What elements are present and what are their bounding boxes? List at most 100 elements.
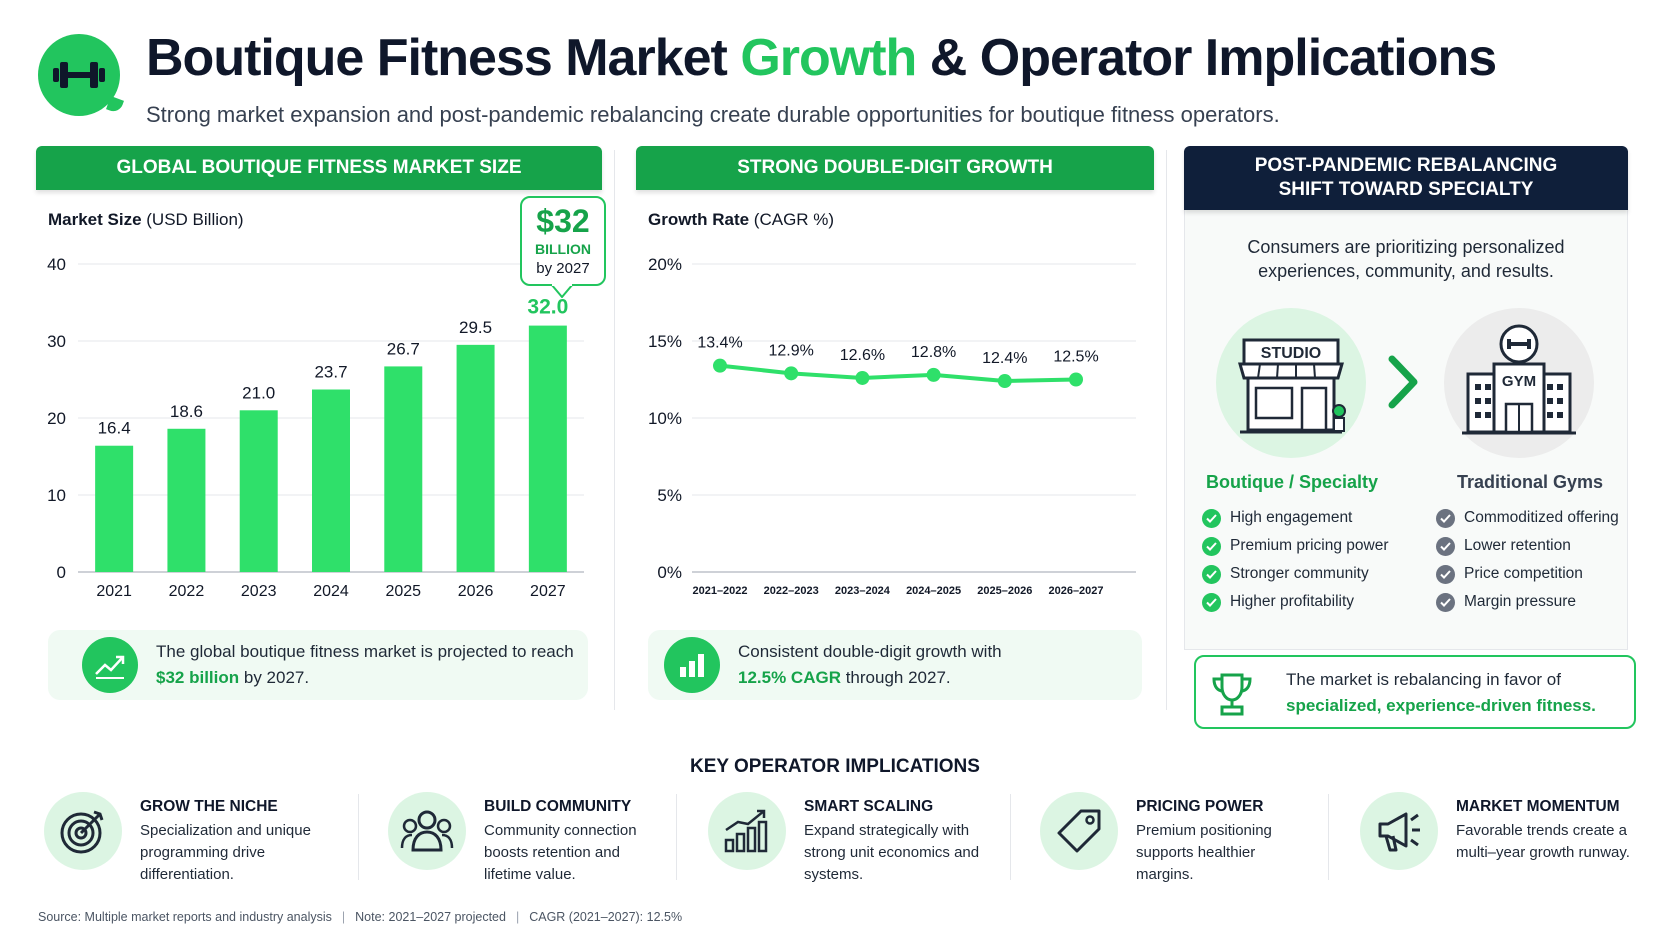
studio-circle: STUDIO [1216,308,1366,458]
implication-desc: Expand strategically with strong unit ec… [804,822,980,883]
series-line [719,363,1077,384]
point-value-label: 13.4% [697,335,742,352]
callout-bars-icon-wrap [664,637,720,693]
rebalance-callout-highlight: specialized, experience-driven fitness. [1286,696,1596,715]
gym-item-label: Margin pressure [1464,593,1576,610]
point-value-label: 12.5% [1053,349,1098,366]
badge-unit: BILLION [535,241,591,257]
growth-chart-icon [724,809,768,853]
divider [1328,794,1329,880]
gym-item-label: Price competition [1464,565,1583,582]
badge-pointer [551,284,575,298]
growth-axis-title-bold: Growth Rate [648,210,750,229]
footer-source: Source: Multiple market reports and indu… [38,910,332,924]
gym-circle: GYM [1444,308,1594,458]
implication-title: SMART SCALING [804,798,934,815]
page-title: Boutique Fitness Market Growth & Operato… [146,28,1497,88]
studio-storefront-icon: STUDIO [1238,338,1346,434]
check-icon [1436,564,1455,584]
growth-callout-highlight: 12.5% CAGR [738,668,841,687]
growth-chart-icon-wrap [708,792,786,870]
growth-callout-line1: Consistent double-digit growth with [738,642,1002,661]
dumbbell-icon [53,62,105,88]
page-subtitle: Strong market expansion and post-pandemi… [146,102,1280,127]
growth-callout-text: Consistent double-digit growth with 12.5… [738,639,1138,691]
implication-title: GROW THE NICHE [140,798,278,815]
bar-value-label: 16.4 [98,419,131,438]
bar-value-label: 21.0 [242,383,275,402]
rebalance-panel-header: POST-PANDEMIC REBALANCING SHIFT TOWARD S… [1184,146,1628,210]
footer-separator: | [515,910,520,924]
market-axis-title-bold: Market Size [48,210,142,229]
x-tick-label: 2026 [458,583,494,600]
gym-item-label: Lower retention [1464,537,1571,554]
boutique-item-label: Higher profitability [1230,593,1355,610]
callout-chart-icon-wrap [82,637,138,693]
bar [312,389,350,572]
rebalance-callout-card: The market is rebalancing in favor of sp… [1194,655,1636,729]
list-item: Stronger community [1202,560,1389,588]
market-panel-header: GLOBAL BOUTIQUE FITNESS MARKET SIZE [36,146,602,190]
list-item: Commoditized offering [1436,504,1619,532]
bar [528,325,567,572]
trophy-icon [1212,673,1252,716]
point-value-label: 12.6% [840,347,885,364]
y-tick-label: 5% [657,486,682,505]
badge-value: $32 [536,203,590,239]
rebalance-callout-text: The market is rebalancing in favor of sp… [1286,667,1631,719]
bar-chart-icon [680,654,704,677]
x-tick-label: 2021–2022 [692,585,747,597]
footer: Source: Multiple market reports and indu… [38,910,682,924]
y-tick-label: 10% [648,409,682,428]
title-post: & Operator Implications [916,29,1497,87]
y-tick-label: 20 [47,409,66,428]
y-tick-label: 20% [648,255,682,274]
title-pre: Boutique Fitness Market [146,29,741,87]
implications-title: KEY OPERATOR IMPLICATIONS [690,756,980,777]
divider [1166,150,1167,710]
studio-sign: STUDIO [1261,345,1321,362]
boutique-column-title: Boutique / Specialty [1206,472,1379,492]
y-tick-label: 0% [657,563,682,582]
data-point [713,358,727,373]
target-icon [60,810,104,854]
x-tick-label: 2024–2025 [906,585,961,597]
list-item: High engagement [1202,504,1389,532]
x-tick-label: 2023 [241,583,277,600]
rebalance-callout-line1: The market is rebalancing in favor of [1286,670,1561,689]
growth-axis-title-rest: (CAGR %) [749,210,835,229]
market-callout-rest: by 2027. [239,668,310,687]
growth-rate-line-chart: 0% 5% 10% 15% 20% 13.4% 2021–2022 12.9% 2022–202… [648,255,1136,597]
check-icon [1436,536,1455,556]
market-axis-title: Market Size (USD Billion) [48,210,244,230]
divider [358,794,359,880]
point-value-label: 12.9% [769,342,814,359]
x-tick-label: 2023–2024 [835,585,891,597]
megaphone-icon-wrap [1360,792,1438,870]
rebalance-lead-line2: experiences, community, and results. [1258,261,1554,281]
y-tick-label: 40 [47,255,66,274]
y-tick-label: 0 [57,563,66,582]
boutique-item-label: Premium pricing power [1230,537,1389,554]
bar-value-label: 23.7 [314,363,347,382]
growth-axis-title: Growth Rate (CAGR %) [648,210,834,230]
implication-desc: Premium positioning supports healthier m… [1136,822,1272,883]
price-tag-icon-wrap [1040,792,1118,870]
gym-sign: GYM [1502,373,1536,390]
implication-title: PRICING POWER [1136,798,1264,815]
bar [95,445,134,572]
point-value-label: 12.8% [911,344,956,361]
growth-panel-header: STRONG DOUBLE-DIGIT GROWTH [636,146,1154,190]
x-tick-label: 2022–2023 [764,585,819,597]
people-icon-wrap [388,792,466,870]
market-callout-card: The global boutique fitness market is pr… [48,630,588,700]
data-point [1069,372,1083,387]
bar-value-label: 32.0 [527,296,568,319]
people-icon [400,810,454,852]
check-icon [1436,508,1455,528]
rebalance-lead: Consumers are prioritizing personalized … [1184,235,1628,283]
bar [239,410,278,572]
point-value-label: 12.4% [982,350,1027,367]
gym-list: Commoditized offering Lower retention Pr… [1436,504,1619,616]
check-icon [1202,564,1221,584]
